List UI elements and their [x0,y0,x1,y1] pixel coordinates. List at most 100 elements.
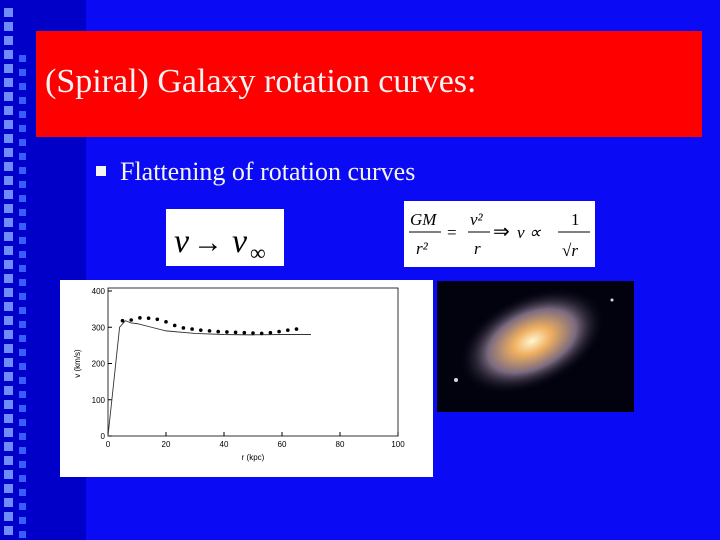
data-point [164,320,168,324]
pattern-square [4,8,13,17]
pattern-square [4,316,13,325]
pattern-square [4,372,13,381]
data-point [207,329,212,333]
pattern-square [19,391,26,398]
eq-sign: ⇒ [493,221,510,243]
x-tick-label: 0 [106,440,111,449]
data-point [251,331,255,335]
figure-box [60,280,433,477]
star [610,298,614,302]
y-tick-label: 200 [92,360,106,369]
pattern-square [4,428,13,437]
pattern-square [19,83,26,90]
star [454,378,458,382]
pattern-square [4,414,13,423]
eq-term: v [174,223,190,260]
pattern-square [4,386,13,395]
pattern-square [19,307,26,314]
eq-term: v² [470,210,484,229]
pattern-square [19,209,26,216]
pattern-square [4,92,13,101]
data-point [120,318,125,323]
pattern-square [4,274,13,283]
pattern-square [4,288,13,297]
pattern-square [4,246,13,255]
y-axis-label: v (km/s) [73,349,82,378]
pattern-square [4,484,13,493]
data-point [216,329,220,334]
pattern-square [4,120,13,129]
y-tick-label: 300 [92,323,106,332]
slide-title: (Spiral) Galaxy rotation curves: [45,63,476,100]
y-tick-label: 100 [92,396,106,405]
pattern-square [19,405,26,412]
galaxy [458,287,606,395]
pattern-square [19,55,26,62]
data-point [199,328,203,332]
pattern-square [19,69,26,76]
pattern-square [19,517,26,524]
pattern-square [4,50,13,59]
pattern-square [19,111,26,118]
side-pattern [4,8,26,538]
eq-arrow: → [193,226,223,259]
pattern-square [4,64,13,73]
eq-term: r [474,239,481,258]
eq-term: 1 [571,210,580,229]
title-box [36,31,702,137]
pattern-square [19,195,26,202]
data-point [172,323,177,328]
model-curve [107,320,311,437]
pattern-square [4,134,13,143]
pattern-square [19,349,26,356]
x-tick-label: 60 [278,440,287,449]
data-point [286,328,290,332]
data-point [129,318,133,322]
data-point [277,329,281,334]
pattern-square [19,419,26,426]
x-tick-label: 20 [162,440,171,449]
data-point [155,317,160,322]
pattern-square [19,265,26,272]
bullet-marker [96,166,106,176]
eq-term: r² [416,239,429,258]
pattern-square [19,503,26,510]
pattern-square [19,363,26,370]
pattern-square [4,344,13,353]
pattern-square [4,204,13,213]
y-tick-label: 400 [92,287,106,296]
eq-sign: = [447,223,457,242]
eq-term: √r [562,241,578,260]
pattern-square [4,106,13,115]
pattern-square [19,321,26,328]
rotation-curve: 0 20 40 60 80 100 0 100 200 300 400 r (kpc) v (km/s) [73,287,405,462]
pattern-square [19,153,26,160]
x-tick-label: 100 [391,440,405,449]
data-point [294,327,299,331]
y-tick-label: 0 [101,432,106,441]
eq-term: GM [410,210,437,229]
pattern-square [4,78,13,87]
data-point [138,316,142,320]
pattern-square [19,377,26,384]
pattern-square [19,447,26,454]
pattern-square [4,302,13,311]
pattern-square [4,512,13,521]
equation-box [166,209,284,266]
pattern-square [19,167,26,174]
data-point [181,326,186,330]
equation-box [404,201,595,267]
pattern-square [4,470,13,479]
pattern-square [4,400,13,409]
pattern-square [4,330,13,339]
pattern-square [4,232,13,241]
pattern-square [19,139,26,146]
pattern-square [4,526,13,535]
pattern-square [4,498,13,507]
pattern-square [4,148,13,157]
eq-term: v ∝ [517,223,542,242]
pattern-square [19,475,26,482]
eq-term: v [232,223,248,260]
